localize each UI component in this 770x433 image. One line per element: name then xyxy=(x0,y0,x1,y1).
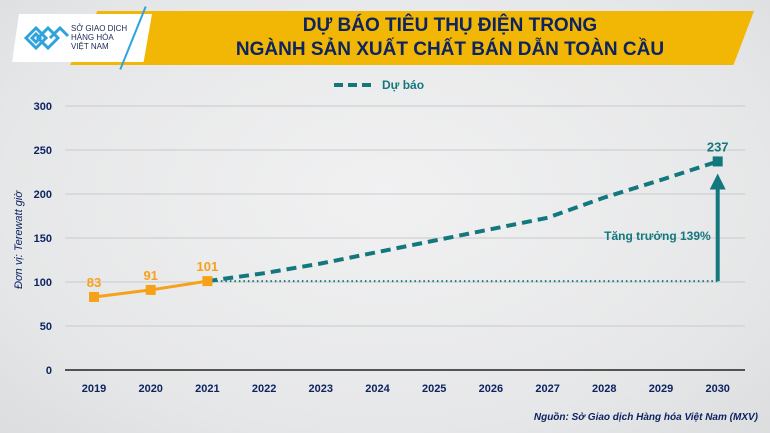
title-line-1: DỰ BÁO TIÊU THỤ ĐIỆN TRONG xyxy=(302,15,598,36)
x-tick-label: 2019 xyxy=(82,383,106,395)
logo-text: SỞ GIAO DỊCH HÀNG HÓA VIỆT NAM xyxy=(71,24,127,51)
title-line-2: NGÀNH SẢN XUẤT CHẤT BÁN DẪN TOÀN CẦU xyxy=(235,39,665,60)
forecast-line xyxy=(207,159,719,284)
x-tick-label: 2028 xyxy=(592,383,616,395)
actual-marker xyxy=(202,276,213,287)
y-tick-label: 250 xyxy=(34,145,52,157)
x-tick-label: 2025 xyxy=(422,383,446,395)
x-tick-label: 2027 xyxy=(535,383,559,395)
growth-annotation: Tăng trưởng 139% xyxy=(604,229,711,243)
data-label: 83 xyxy=(87,275,101,290)
source-note: Nguồn: Sở Giao dịch Hàng hóa Việt Nam (M… xyxy=(533,412,758,423)
forecast-marker xyxy=(712,156,723,167)
actual-marker xyxy=(89,291,99,302)
x-tick-label: 2030 xyxy=(705,383,729,395)
y-tick-label: 100 xyxy=(34,277,52,289)
growth-arrow-head xyxy=(709,173,726,190)
y-tick-label: 50 xyxy=(40,321,52,333)
actual-marker xyxy=(145,284,156,295)
logo-mark-icon xyxy=(23,25,70,51)
x-tick-label: 2022 xyxy=(252,383,276,395)
y-tick-label: 150 xyxy=(34,233,52,245)
x-tick-label: 2023 xyxy=(309,383,333,395)
x-tick-label: 2024 xyxy=(365,383,390,395)
y-tick-label: 300 xyxy=(34,101,52,113)
x-tick-label: 2029 xyxy=(649,383,673,395)
data-label: 91 xyxy=(143,268,157,283)
data-label: 101 xyxy=(197,259,219,274)
legend-label: Dự báo xyxy=(382,78,424,92)
x-tick-label: 2020 xyxy=(138,383,162,395)
logo-text-line: VIỆT NAM xyxy=(71,42,109,51)
y-axis-label: Đơn vị: Terewatt giờ xyxy=(13,190,25,289)
title-banner xyxy=(70,11,754,65)
y-tick-label: 200 xyxy=(34,189,52,201)
data-label: 237 xyxy=(707,139,729,154)
x-tick-label: 2021 xyxy=(195,383,219,395)
chart-title: DỰ BÁO TIÊU THỤ ĐIỆN TRONG NGÀNH SẢN XUẤ… xyxy=(170,14,730,62)
logo xyxy=(12,14,152,62)
y-tick-label: 0 xyxy=(46,365,52,377)
logo-text-line: HÀNG HÓA xyxy=(71,33,114,42)
logo-text-line: SỞ GIAO DỊCH xyxy=(71,24,128,33)
x-tick-label: 2026 xyxy=(479,383,503,395)
